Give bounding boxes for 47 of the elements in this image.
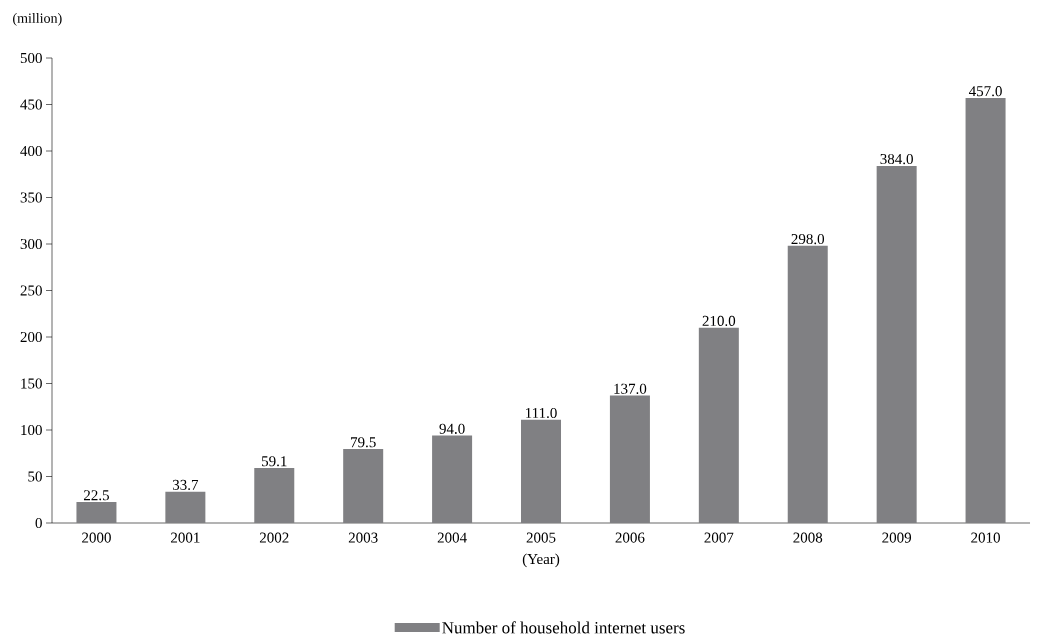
y-tick-label: 450 [20,99,42,110]
y-tick-label: 500 [20,53,42,64]
bar [165,491,206,524]
bar [254,468,295,524]
x-tick-label: 2001 [171,532,200,543]
data-label: 59.1 [262,456,287,467]
bar [787,245,828,524]
x-tick-label: 2008 [793,532,823,543]
x-tick-label: 2006 [615,532,645,543]
legend-label: Number of household internet users [442,621,685,634]
y-tick-label: 400 [20,146,42,157]
data-label: 22.5 [83,490,109,501]
bar [521,419,562,524]
bar [698,327,739,524]
x-tick-label: 2005 [526,532,556,543]
y-tick-label: 100 [21,425,42,436]
x-axis-title: (Year) [522,553,560,568]
bar [343,449,384,524]
bar [609,395,650,524]
data-label: 94.0 [439,423,465,434]
data-label: 384.0 [880,154,913,165]
data-label: 111.0 [526,407,557,419]
bar [76,502,117,524]
data-label: 457.0 [968,86,1002,97]
y-tick-label: 250 [20,285,42,296]
bar [876,165,917,524]
data-label: 210.0 [702,315,736,327]
y-tick-label: 150 [21,378,42,389]
data-label: 79.5 [351,437,376,448]
x-tick-label: 2007 [704,532,734,543]
bar [432,435,473,524]
y-tick-label: 350 [20,192,42,203]
x-tick-label: 2009 [882,532,912,543]
y-tick-label: 50 [28,471,42,482]
x-tick-label: 2004 [437,532,467,543]
y-tick-label: 300 [20,239,42,250]
x-tick-label: 2002 [259,532,289,543]
y-axis-title: (million) [13,13,62,26]
x-tick-label: 2010 [971,532,1000,543]
y-tick-label: 200 [20,332,42,343]
y-tick-label: 0 [35,518,42,529]
bar [965,98,1006,524]
data-label: 137.0 [614,383,647,394]
data-label: 298.0 [791,234,825,245]
data-label: 33.7 [172,479,199,491]
x-tick-label: 2003 [348,532,378,543]
x-tick-label: 2000 [82,532,111,543]
